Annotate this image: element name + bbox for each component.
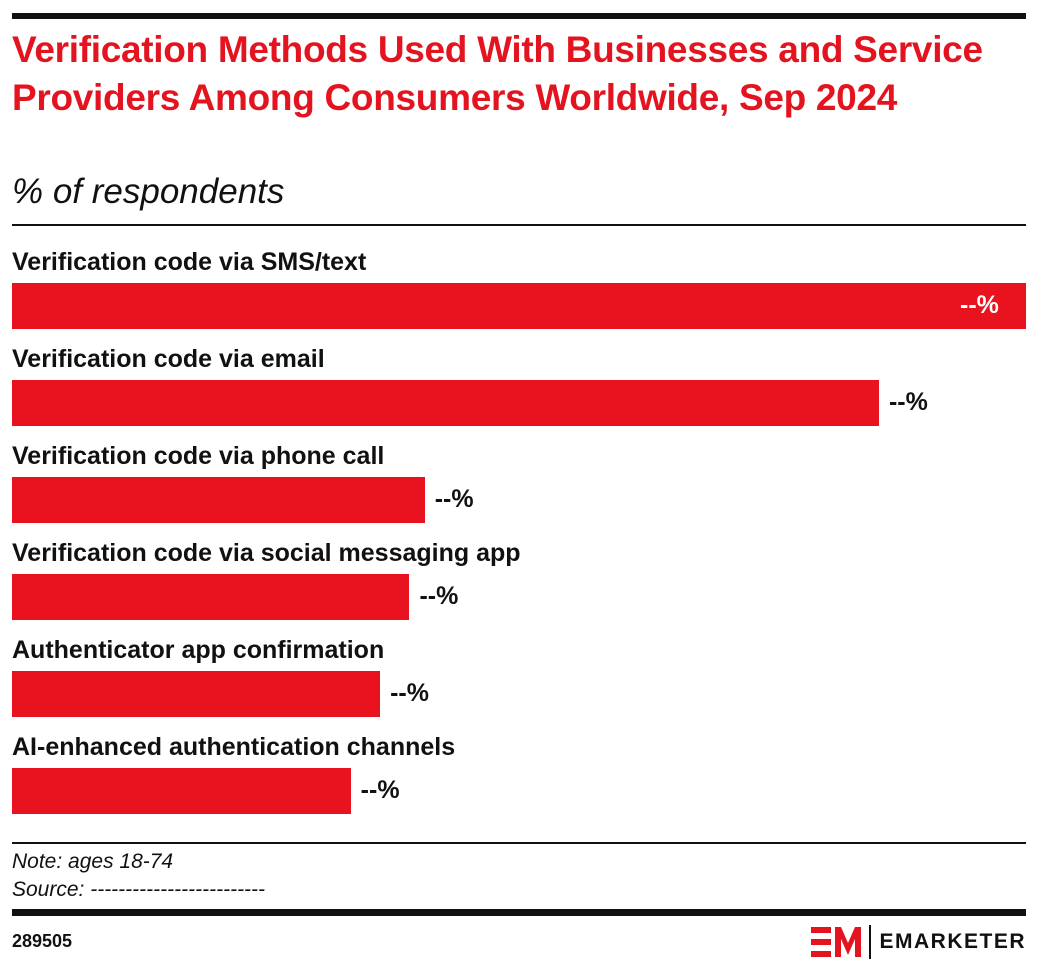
chart-id: 289505	[12, 931, 73, 951]
bar-row: Verification code via SMS/text --%	[12, 240, 1026, 337]
bar-row: Verification code via email --%	[12, 337, 1026, 434]
bar-row: Verification code via phone call --%	[12, 434, 1026, 531]
brand-name: EMARKETER	[879, 930, 1026, 953]
bar	[12, 380, 879, 426]
bar-row: Verification code via social messaging a…	[12, 531, 1026, 628]
value-label: --%	[434, 485, 474, 513]
category-label: Verification code via social messaging a…	[12, 539, 521, 567]
category-label: AI-enhanced authentication channels	[12, 733, 456, 761]
logo-separator	[869, 925, 872, 959]
bar	[12, 283, 1026, 329]
category-label: Authenticator app confirmation	[12, 636, 385, 664]
note: Note: ages 18-74	[12, 850, 174, 873]
bar	[12, 768, 351, 814]
chart-title: Verification Methods Used With Businesse…	[12, 29, 983, 118]
bar-row: AI-enhanced authentication channels --%	[12, 725, 1026, 822]
footer-divider	[12, 842, 1026, 844]
top-rule	[12, 13, 1026, 19]
bar	[12, 477, 425, 523]
bar-chart: Verification code via SMS/text --% Verific…	[0, 240, 1038, 830]
bar-row: Authenticator app confirmation --%	[12, 628, 1026, 725]
bar	[12, 671, 381, 717]
chart-subtitle: % of respondents	[12, 172, 285, 211]
source: Source: -------------------------	[12, 878, 266, 901]
value-label: --%	[419, 582, 459, 610]
category-label: Verification code via email	[12, 345, 325, 373]
value-label: --%	[390, 679, 429, 707]
value-label: --%	[360, 776, 400, 804]
value-label: --%	[888, 388, 928, 416]
em-logo-icon	[811, 927, 862, 957]
category-label: Verification code via phone call	[12, 442, 385, 470]
value-label: --%	[960, 291, 999, 319]
bar	[12, 574, 410, 620]
emarketer-logo: EMARKETER	[811, 925, 1026, 959]
header-divider	[12, 224, 1026, 226]
footer-rule	[12, 909, 1026, 916]
category-label: Verification code via SMS/text	[12, 248, 367, 276]
